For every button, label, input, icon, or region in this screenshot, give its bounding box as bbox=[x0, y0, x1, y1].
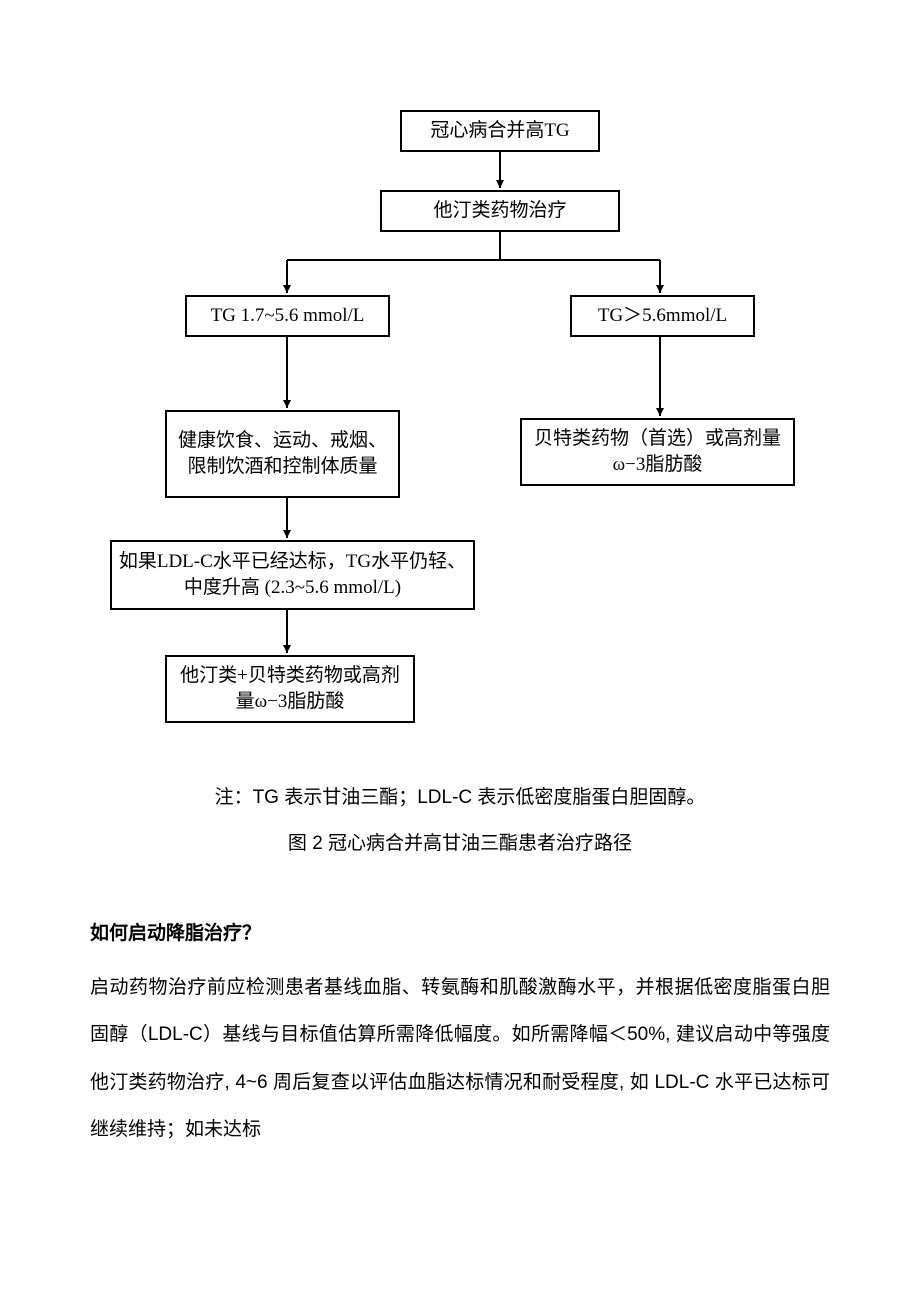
node-lifestyle: 健康饮食、运动、戒烟、限制饮酒和控制体质量 bbox=[165, 410, 400, 498]
figure-title: 图 2 冠心病合并高甘油三酯患者治疗路径 bbox=[90, 828, 830, 855]
body-text: 如何启动降脂治疗？ 启动药物治疗前应检测患者基线血脂、转氨酶和肌酸激酶水平，并根… bbox=[90, 910, 830, 1154]
node-statin-therapy: 他汀类药物治疗 bbox=[380, 190, 620, 232]
node-fibrate: 贝特类药物（首选）或高剂量ω−3脂肪酸 bbox=[520, 418, 795, 486]
node-tg-moderate: TG 1.7~5.6 mmol/L bbox=[185, 295, 390, 337]
section-heading: 如何启动降脂治疗？ bbox=[90, 910, 830, 958]
node-ldlc-target: 如果LDL-C水平已经达标，TG水平仍轻、中度升高 (2.3~5.6 mmol/… bbox=[110, 540, 475, 610]
page: 冠心病合并高TG 他汀类药物治疗 TG 1.7~5.6 mmol/L TG＞5.… bbox=[0, 0, 920, 1294]
node-tg-high: TG＞5.6mmol/L bbox=[570, 295, 755, 337]
node-statin-plus-fibrate: 他汀类+贝特类药物或高剂量ω−3脂肪酸 bbox=[165, 655, 415, 723]
paragraph: 启动药物治疗前应检测患者基线血脂、转氨酶和肌酸激酶水平，并根据低密度脂蛋白胆固醇… bbox=[90, 964, 830, 1154]
figure-caption-note: 注：TG 表示甘油三酯；LDL-C 表示低密度脂蛋白胆固醇。 bbox=[90, 780, 830, 816]
node-chd-high-tg: 冠心病合并高TG bbox=[400, 110, 600, 152]
flowchart-container: 冠心病合并高TG 他汀类药物治疗 TG 1.7~5.6 mmol/L TG＞5.… bbox=[90, 100, 830, 750]
